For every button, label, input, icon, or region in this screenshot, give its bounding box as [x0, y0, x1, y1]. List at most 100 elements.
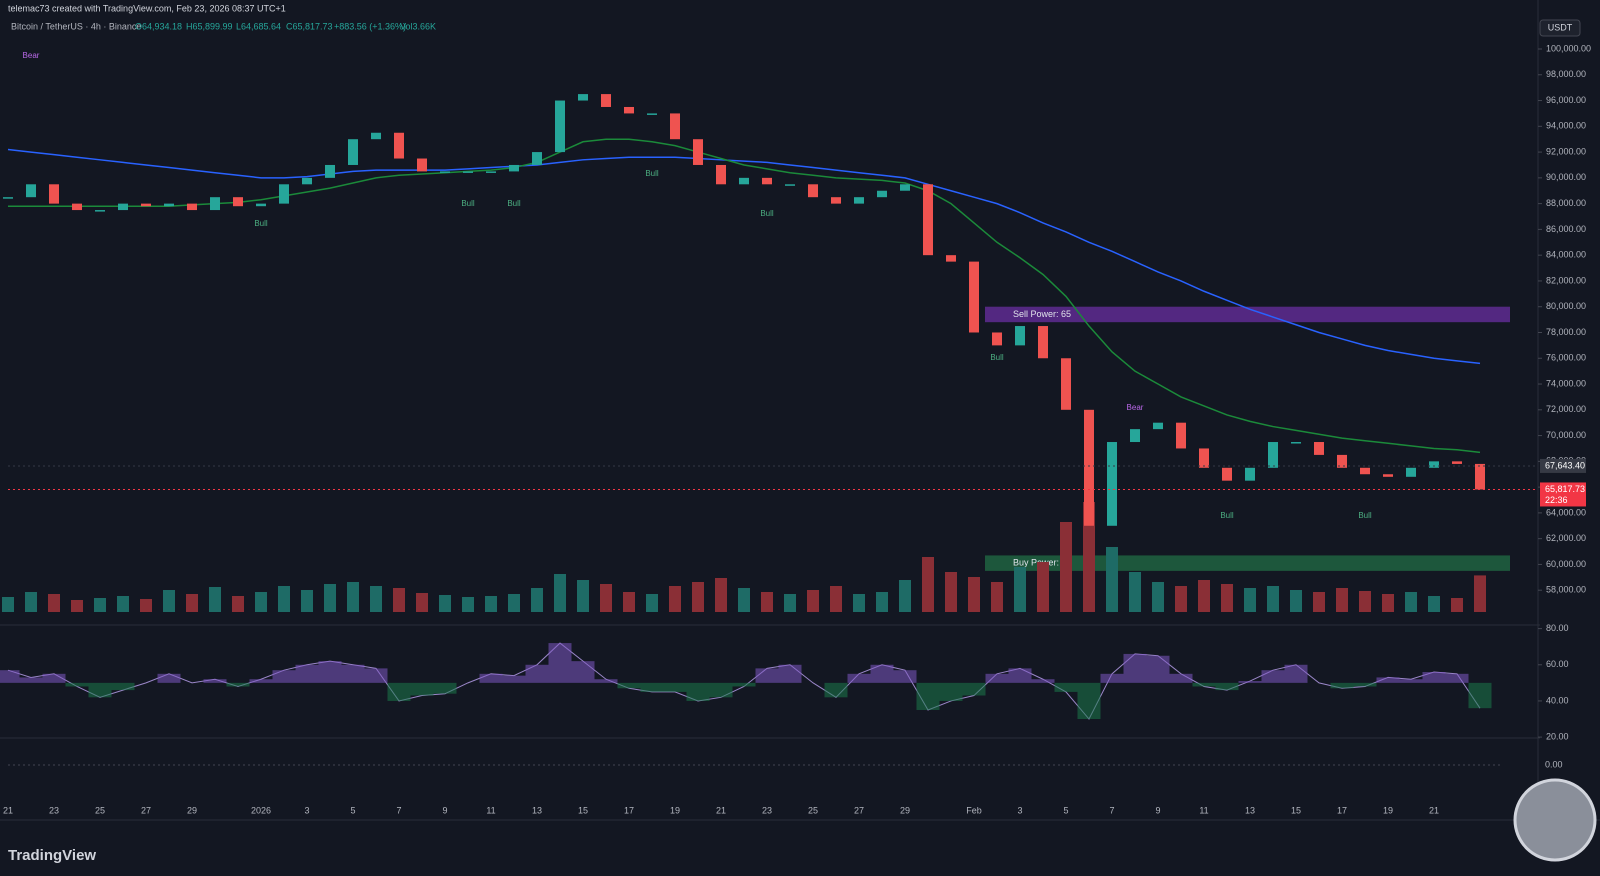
rsi-area [1100, 673, 1124, 683]
candle [1314, 442, 1324, 455]
x-tick-label: 19 [1383, 805, 1393, 815]
brand: TradingView [8, 847, 96, 864]
signal-label: Bull [990, 353, 1004, 362]
candle [26, 184, 36, 198]
rsi-area [226, 682, 250, 687]
y-tick-label: 60,000.00 [1546, 559, 1586, 569]
x-tick-label: 17 [1337, 805, 1347, 815]
volume-bar [1060, 522, 1072, 612]
rsi-area [88, 682, 112, 698]
volume-bar [2, 597, 14, 612]
candle [164, 203, 174, 207]
x-tick-label: 23 [49, 805, 59, 815]
candle [532, 152, 542, 165]
volume-bar [232, 596, 244, 612]
candle [486, 171, 496, 173]
price-tag [1540, 458, 1586, 473]
candle [371, 132, 381, 140]
candle [854, 197, 864, 204]
volume-bar [1290, 590, 1302, 612]
rsi-area [847, 673, 871, 683]
x-tick-label: 11 [1199, 805, 1208, 815]
x-tick-label: 2026 [251, 805, 271, 815]
candle [49, 184, 59, 204]
x-tick-label: 9 [1155, 805, 1160, 815]
rsi-area [479, 673, 503, 683]
volume-bar [1129, 572, 1141, 612]
rsi-area [1123, 653, 1147, 683]
rsi-area [318, 661, 342, 683]
rsi-area [1468, 682, 1492, 709]
currency-box[interactable] [1539, 19, 1581, 37]
volume-bar [1244, 588, 1256, 612]
volume-bar [830, 586, 842, 612]
rsi-area [1399, 679, 1423, 683]
x-tick-label: 15 [1291, 805, 1301, 815]
y-tick-label: 82,000.00 [1546, 275, 1586, 285]
candle [1015, 326, 1025, 346]
ohlc-open: O64,934.18 [135, 21, 182, 31]
volume-bar [416, 593, 428, 612]
x-tick-label: 21 [3, 805, 13, 815]
volume-bar [1267, 586, 1279, 612]
candle [141, 203, 151, 207]
volume-bar [1474, 575, 1486, 612]
rsi-area [525, 664, 549, 683]
candle [716, 164, 726, 185]
volume-bar [899, 580, 911, 612]
header: telemac73 created with TradingView.com, … [8, 3, 286, 13]
price-tag-label: 65,817.73 [1545, 484, 1585, 494]
rsi-area [341, 664, 365, 683]
volume-bar [577, 580, 589, 612]
candle [233, 197, 243, 207]
rsi-area [272, 670, 296, 683]
candle [302, 177, 312, 185]
volume-bar [692, 582, 704, 612]
volume-bar [393, 588, 405, 612]
rsi-area [686, 682, 710, 701]
candle [670, 113, 680, 140]
candle [900, 184, 910, 191]
y-tick-label: 76,000.00 [1546, 353, 1586, 363]
candle [509, 164, 519, 172]
y-tick-label: 100,000.00 [1546, 43, 1591, 53]
rsi-area [157, 673, 181, 683]
candle [256, 203, 266, 207]
volume-bar [669, 586, 681, 612]
candle [1406, 467, 1416, 477]
rsi-area [1192, 682, 1216, 687]
rsi-area [755, 668, 779, 683]
rsi-area [433, 682, 457, 694]
candle [1199, 448, 1209, 468]
currency[interactable]: USDT [1548, 22, 1573, 32]
volume-bar [1336, 588, 1348, 612]
candle [1038, 326, 1048, 359]
y-tick-label: 92,000.00 [1546, 146, 1586, 156]
rsi-area [65, 682, 89, 687]
candle [1245, 467, 1255, 481]
rsi-area [893, 670, 917, 683]
volume-bar [991, 582, 1003, 612]
volume-bar [922, 557, 934, 612]
candle [1429, 461, 1439, 468]
volume-bar [853, 594, 865, 612]
y-tick-label: 58,000.00 [1546, 585, 1586, 595]
x-tick-label: 5 [1063, 805, 1068, 815]
rsi-area [111, 682, 135, 691]
volume-bar [1359, 591, 1371, 612]
candle [647, 113, 657, 115]
rsi-area [939, 682, 963, 701]
candle [762, 177, 772, 185]
candle [1061, 358, 1071, 410]
candle [969, 261, 979, 333]
x-tick-label: 27 [141, 805, 151, 815]
signal-label: Bull [507, 199, 521, 208]
rsi-area [364, 668, 388, 683]
rsi-area [1376, 677, 1400, 683]
rsi-tick-label: 60.00 [1546, 659, 1569, 669]
volume-bar [715, 578, 727, 612]
x-tick-label: 21 [1429, 805, 1439, 815]
volume-bar [1106, 547, 1118, 612]
volume-bar [301, 590, 313, 612]
candle [440, 171, 450, 173]
